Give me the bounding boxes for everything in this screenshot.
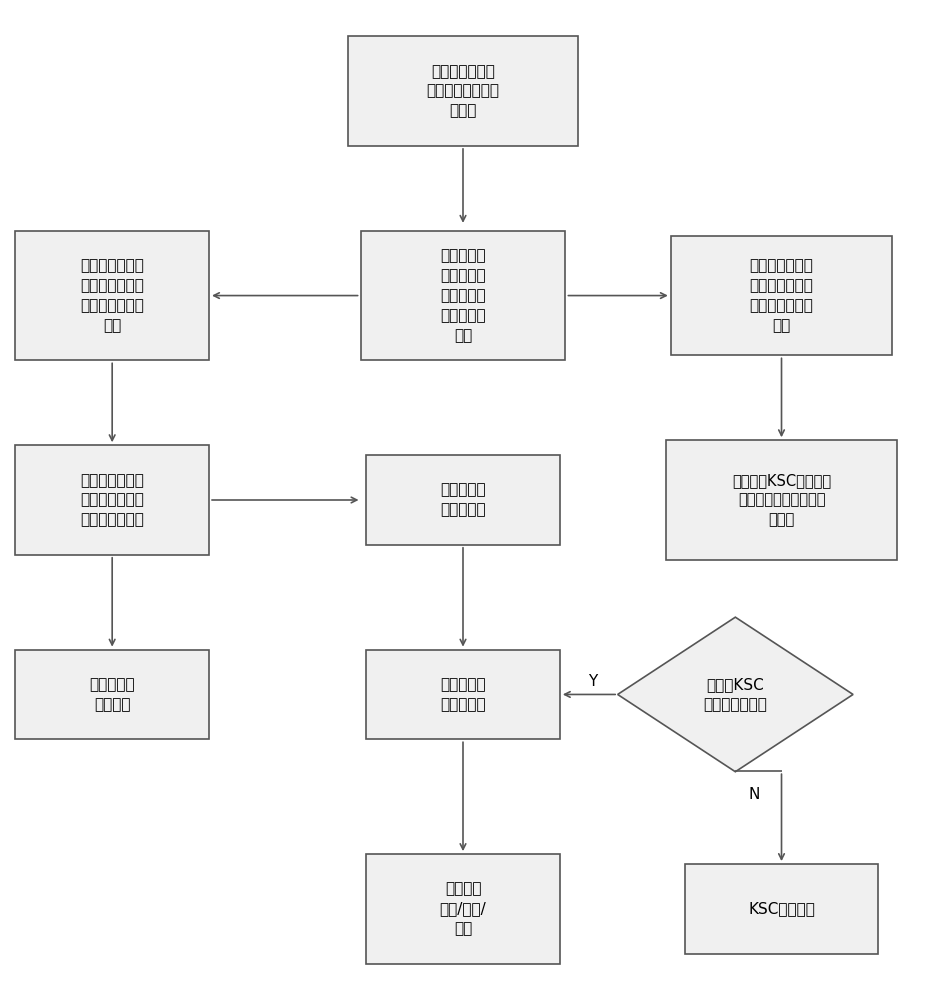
FancyBboxPatch shape	[366, 854, 560, 964]
Text: 文件云引擎
独立流程: 文件云引擎 独立流程	[90, 677, 135, 712]
FancyBboxPatch shape	[347, 36, 579, 146]
FancyBboxPatch shape	[15, 445, 209, 555]
Text: KSC独立流程: KSC独立流程	[748, 901, 815, 916]
Polygon shape	[618, 617, 853, 772]
Text: 是否为KSC
高启发威胁特征: 是否为KSC 高启发威胁特征	[704, 677, 768, 712]
FancyBboxPatch shape	[366, 650, 560, 739]
Text: 连接毒霸KSC引擎判定
启动点安全性并返回安
全结果: 连接毒霸KSC引擎判定 启动点安全性并返回安 全结果	[732, 473, 831, 527]
Text: Y: Y	[588, 674, 597, 689]
Text: 客户端扫描模块
扫描各启动点的全
部信息: 客户端扫描模块 扫描各启动点的全 部信息	[427, 64, 499, 118]
FancyBboxPatch shape	[670, 236, 893, 355]
FancyBboxPatch shape	[366, 455, 560, 545]
FancyBboxPatch shape	[15, 650, 209, 739]
Text: 文件云引擎
结果存储器: 文件云引擎 结果存储器	[440, 483, 486, 517]
FancyBboxPatch shape	[15, 231, 209, 360]
FancyBboxPatch shape	[361, 231, 565, 360]
Text: 获取文件内容信
息，将文件云引
擎所需信息进行
处理: 获取文件内容信 息，将文件云引 擎所需信息进行 处理	[81, 258, 144, 333]
Text: 最终等级
安全/危险/
可疑: 最终等级 安全/危险/ 可疑	[440, 882, 486, 936]
FancyBboxPatch shape	[684, 864, 879, 954]
Text: 对启动点中非文
件内容维度属性
信息进行格式化
处理: 对启动点中非文 件内容维度属性 信息进行格式化 处理	[749, 258, 813, 333]
Text: 连接文件云引擎
判定文件安全性
并返回安全结果: 连接文件云引擎 判定文件安全性 并返回安全结果	[81, 473, 144, 527]
Text: N: N	[748, 787, 759, 802]
Text: 将扫描到的
启动点各信
息分别给不
同引擎模块
处理: 将扫描到的 启动点各信 息分别给不 同引擎模块 处理	[440, 248, 486, 343]
Text: 安全等级逻
辑处理模块: 安全等级逻 辑处理模块	[440, 677, 486, 712]
FancyBboxPatch shape	[666, 440, 897, 560]
